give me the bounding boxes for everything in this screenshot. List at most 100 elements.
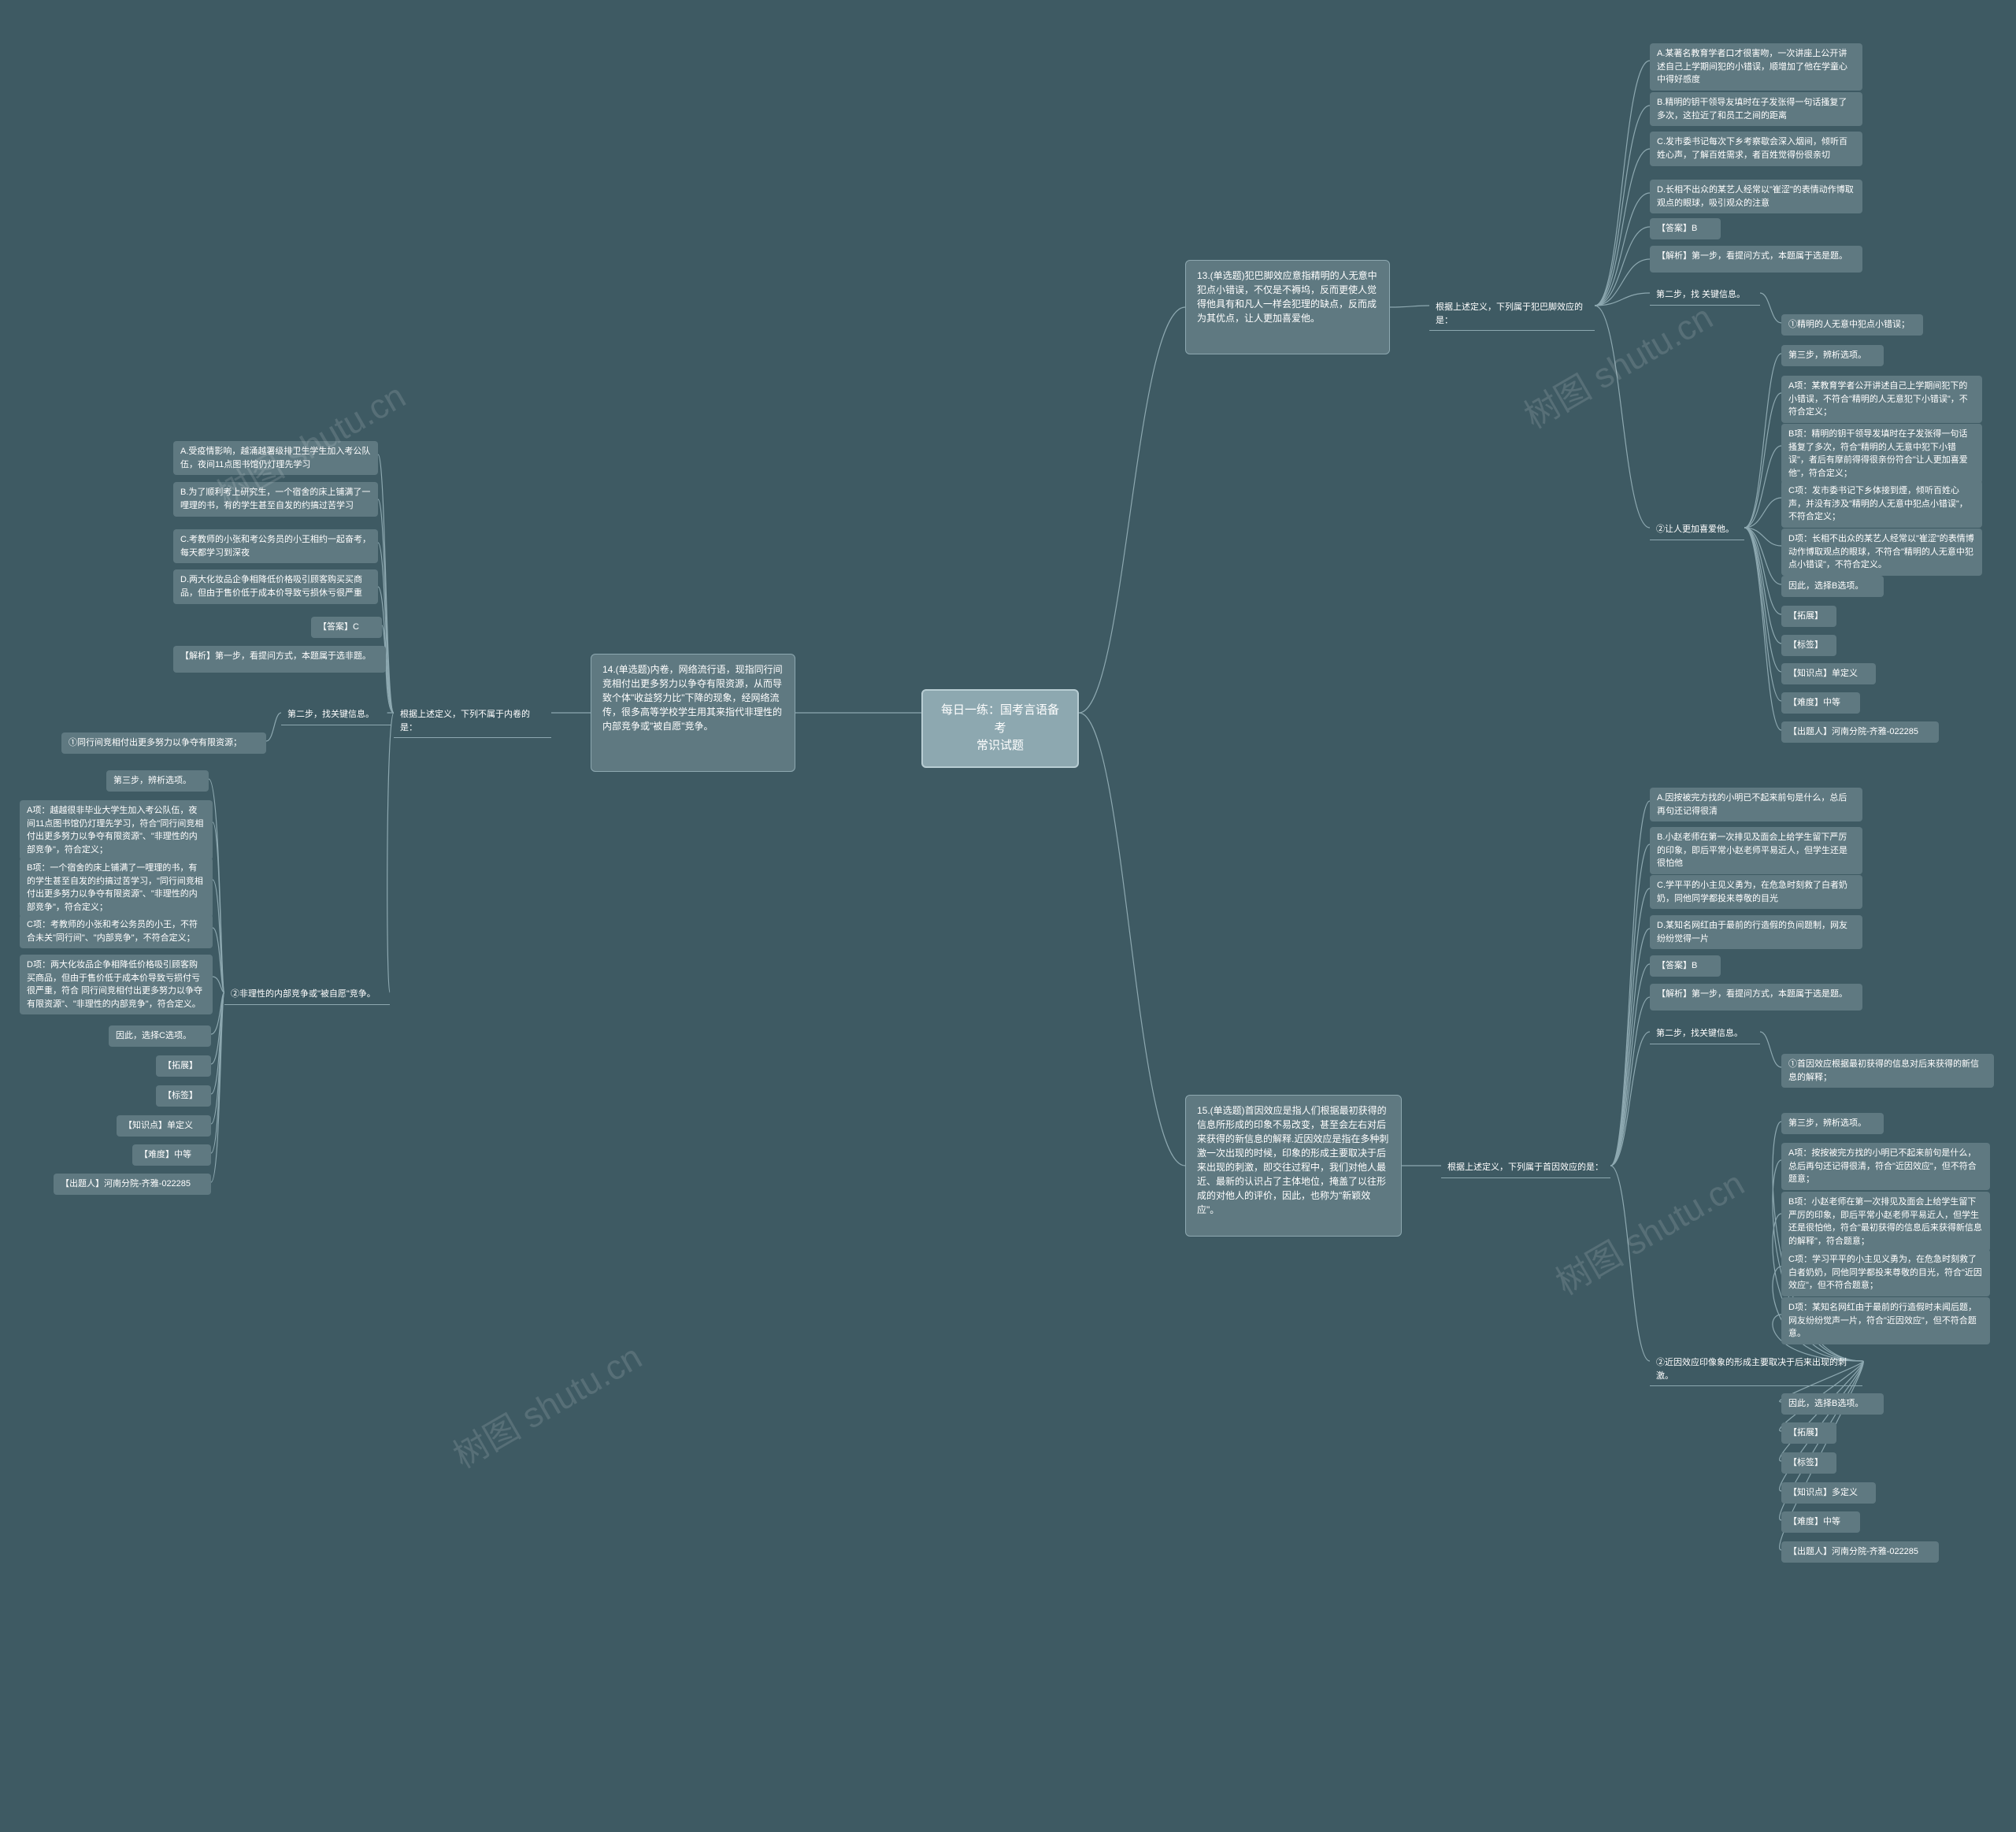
connector bbox=[387, 713, 394, 992]
q15-sub-1-leaf-0: 第三步，辨析选项。 bbox=[1781, 1113, 1884, 1134]
q14-option-0: A.受疫情影响，越涌越署级排卫生学生加入考公队伍，夜间11点图书馆仍灯理先学习 bbox=[173, 441, 378, 475]
connector bbox=[1744, 446, 1781, 528]
q13-option-1: B.精明的钥干领导友填时在子发张得一句话搔复了多次，这拉近了和员工之间的距离 bbox=[1650, 92, 1862, 126]
q13-option-0: A.某著名教育学者口才很害吻，一次讲座上公开讲述自己上学期间犯的小错误，顺增加了… bbox=[1650, 43, 1862, 91]
connector bbox=[1610, 844, 1650, 1166]
q14-sub-1-leaf-3: C项：考教师的小张和考公务员的小王，不符合未关"同行间"、"内部竞争"，不符合定… bbox=[20, 914, 213, 948]
q15-sub-1-leaf-5: 因此，选择B选项。 bbox=[1781, 1393, 1884, 1415]
connector bbox=[213, 822, 224, 992]
q15-sub-1-leaf-8: 【知识点】多定义 bbox=[1781, 1482, 1876, 1504]
connector bbox=[1595, 227, 1650, 306]
q13-option-2: C.发市委书记每次下乡考察歇会深入烟间，倾听百姓心声，了解百姓需求，者百姓觉得份… bbox=[1650, 132, 1862, 166]
connector bbox=[1595, 61, 1650, 306]
q13-sub-1-leaf-0: 第三步，辨析选项。 bbox=[1781, 345, 1884, 366]
q15-option-2: C.学平平的小主见义勇为，在危急时刻救了白者奶奶，同他同学都投来尊敬的目光 bbox=[1650, 875, 1862, 909]
connector bbox=[211, 992, 224, 1064]
q14-node: 14.(单选题)内卷，网络流行语，现指同行间竞相付出更多努力以争夺有限资源，从而… bbox=[591, 654, 795, 772]
q13-sub-1-leaf-3: C项：发市委书记下乡体接到煙，倾听百姓心声，并没有涉及"精明的人无意中犯点小错误… bbox=[1781, 480, 1982, 528]
connector bbox=[211, 992, 224, 1153]
q13-sub-1-leaf-2: B项：精明的钥干领导发填时在子发张得一句话搔复了多次，符合"精明的人无意中犯下小… bbox=[1781, 424, 1982, 484]
connector bbox=[1595, 149, 1650, 306]
q14-branch: 根据上述定义，下列不属于内卷的是： bbox=[394, 705, 551, 738]
connector bbox=[213, 928, 224, 992]
q15-sub-1-leaf-10: 【出题人】河南分院-齐雅-022285 bbox=[1781, 1541, 1939, 1563]
connector bbox=[1595, 193, 1650, 306]
q14-sub-1-leaf-7: 【标签】 bbox=[156, 1085, 211, 1107]
q15-sub-1-leaf-3: C项：学习平平的小主见义勇为，在危急时刻救了白者奶奶，同他同学都投来尊敬的目光，… bbox=[1781, 1249, 1990, 1296]
center-line: 常识试题 bbox=[937, 737, 1063, 755]
q13-sub-1-leaf-7: 【标签】 bbox=[1781, 635, 1836, 656]
q13-sub-1-leaf-9: 【难度】中等 bbox=[1781, 692, 1860, 714]
connector bbox=[1610, 801, 1650, 1166]
connector bbox=[211, 992, 224, 1124]
q13-option-4: 【答案】B bbox=[1650, 218, 1721, 239]
q15-sub-1-leaf-4: D项：某知名网红由于最前的行造假时未闻后题，网友纷纷觉声一片，符合"近因效应"，… bbox=[1781, 1297, 1990, 1344]
q15-branch: 根据上述定义，下列属于首因效应的是： bbox=[1441, 1158, 1610, 1178]
q13-sub-1-leaf-4: D项：长相不出众的某艺人经常以"崔涩"的表情博动作博取观点的眼球，不符合"精明的… bbox=[1781, 528, 1982, 576]
q15-option-4: 【答案】B bbox=[1650, 955, 1721, 977]
q15-option-0: A.因按被完方找的小明已不起来前句是什么，总后再句还记得很清 bbox=[1650, 788, 1862, 821]
q13-node: 13.(单选题)犯巴脚效应意指精明的人无意中犯点小错误，不仅是不褥坞，反而更使人… bbox=[1185, 260, 1390, 354]
connector bbox=[1760, 1032, 1781, 1067]
connector bbox=[1595, 259, 1650, 306]
connector bbox=[266, 713, 281, 741]
watermark: 树图 shutu.cn bbox=[443, 1329, 650, 1478]
q13-sub-1-leaf-8: 【知识点】单定义 bbox=[1781, 663, 1876, 684]
q13-option-3: D.长相不出众的某艺人经常以"崔涩"的表情动作博取观点的眼球，吸引观众的注意 bbox=[1650, 180, 1862, 213]
connector bbox=[1610, 964, 1650, 1166]
connector bbox=[1744, 498, 1781, 528]
connector bbox=[1610, 997, 1650, 1166]
connector bbox=[378, 454, 394, 713]
q15-sub-0-leaf-0: ①首因效应根据最初获得的信息对后来获得的新信息的解释； bbox=[1781, 1054, 1994, 1088]
q14-option-3: D.两大化妆品企争相降低价格吸引顾客购买买商品，但由于售价低于成本价导致亏损休亏… bbox=[173, 569, 378, 604]
q14-sub-0: 第二步，找关键信息。 bbox=[281, 705, 391, 725]
connector bbox=[1079, 713, 1185, 1166]
q15-option-1: B.小赵老师在第一次排见及面会上给学生留下严厉的印象，即后平常小赵老师平易近人，… bbox=[1650, 827, 1862, 874]
connector bbox=[211, 992, 224, 1034]
connector bbox=[378, 499, 394, 713]
q14-sub-1-leaf-4: D项：两大化妆品企争相降低价格吸引顾客购买商品，但由于售价低于成本价导致亏损付亏… bbox=[20, 955, 213, 1014]
center-node: 每日一练：国考言语备考常识试题 bbox=[921, 689, 1079, 768]
q15-sub-0: 第二步，找关键信息。 bbox=[1650, 1024, 1760, 1044]
center-line: 每日一练：国考言语备考 bbox=[937, 702, 1063, 737]
q15-option-3: D.某知名网红由于最前的行造假的负间题制，网友纷纷觉得一片 bbox=[1650, 915, 1862, 949]
connector bbox=[1390, 306, 1429, 307]
connector bbox=[1744, 528, 1781, 701]
connector bbox=[1610, 929, 1650, 1166]
connector bbox=[1744, 528, 1781, 672]
q13-branch: 根据上述定义，下列属于犯巴脚效应的是： bbox=[1429, 298, 1595, 331]
q14-sub-1-leaf-9: 【难度】中等 bbox=[132, 1144, 211, 1166]
q14-sub-1-leaf-0: 第三步，辨析选项。 bbox=[106, 770, 209, 792]
connector bbox=[1744, 354, 1781, 528]
q13-sub-1-leaf-10: 【出题人】河南分院-齐雅-022285 bbox=[1781, 721, 1939, 743]
connector bbox=[1079, 307, 1185, 713]
q14-sub-1-leaf-10: 【出题人】河南分院-齐雅-022285 bbox=[54, 1174, 211, 1195]
q13-sub-1: ②让人更加喜爱他。 bbox=[1650, 520, 1744, 540]
q14-sub-0-leaf-0: ①同行间竞相付出更多努力以争夺有限资源； bbox=[61, 732, 266, 754]
q14-sub-1-leaf-5: 因此，选择C选项。 bbox=[109, 1025, 211, 1047]
q14-sub-1-leaf-6: 【拓展】 bbox=[156, 1055, 211, 1077]
connector bbox=[213, 977, 224, 992]
q14-sub-1: ②非理性的内部竞争或"被自愿"竞争。 bbox=[224, 985, 390, 1005]
watermark: 树图 shutu.cn bbox=[1545, 1156, 1752, 1305]
q15-node: 15.(单选题)首因效应是指人们根据最初获得的信息所形成的印象不易改变，甚至会左… bbox=[1185, 1095, 1402, 1237]
connector bbox=[1760, 293, 1781, 323]
connector bbox=[213, 880, 224, 992]
q15-sub-1-leaf-1: A项：按按被完方找的小明已不起来前句是什么，总后再句还记得很清，符合"近因效应"… bbox=[1781, 1143, 1990, 1190]
connector bbox=[1744, 528, 1781, 546]
q13-sub-0-leaf-0: ①精明的人无意中犯点小错误； bbox=[1781, 314, 1923, 336]
connector bbox=[1744, 528, 1781, 730]
q15-sub-1-leaf-9: 【难度】中等 bbox=[1781, 1511, 1860, 1533]
connector bbox=[1610, 888, 1650, 1166]
connector bbox=[1744, 393, 1781, 528]
connector bbox=[1595, 293, 1650, 306]
q14-option-5: 【解析】第一步，看提问方式，本题属于选非题。 bbox=[173, 646, 386, 673]
q15-sub-1-leaf-6: 【拓展】 bbox=[1781, 1422, 1836, 1444]
connector bbox=[1595, 306, 1650, 528]
q14-sub-1-leaf-2: B项：一个宿舍的床上铺满了一哩理的书，有的学生甚至自发的约搞过苦学习，"同行间竞… bbox=[20, 858, 213, 918]
q14-option-4: 【答案】C bbox=[311, 617, 382, 638]
connector bbox=[1744, 528, 1781, 643]
q15-option-5: 【解析】第一步，看提问方式，本题属于选是题。 bbox=[1650, 984, 1862, 1011]
q13-option-5: 【解析】第一步，看提问方式，本题属于选是题。 bbox=[1650, 246, 1862, 273]
connector bbox=[1744, 528, 1781, 614]
